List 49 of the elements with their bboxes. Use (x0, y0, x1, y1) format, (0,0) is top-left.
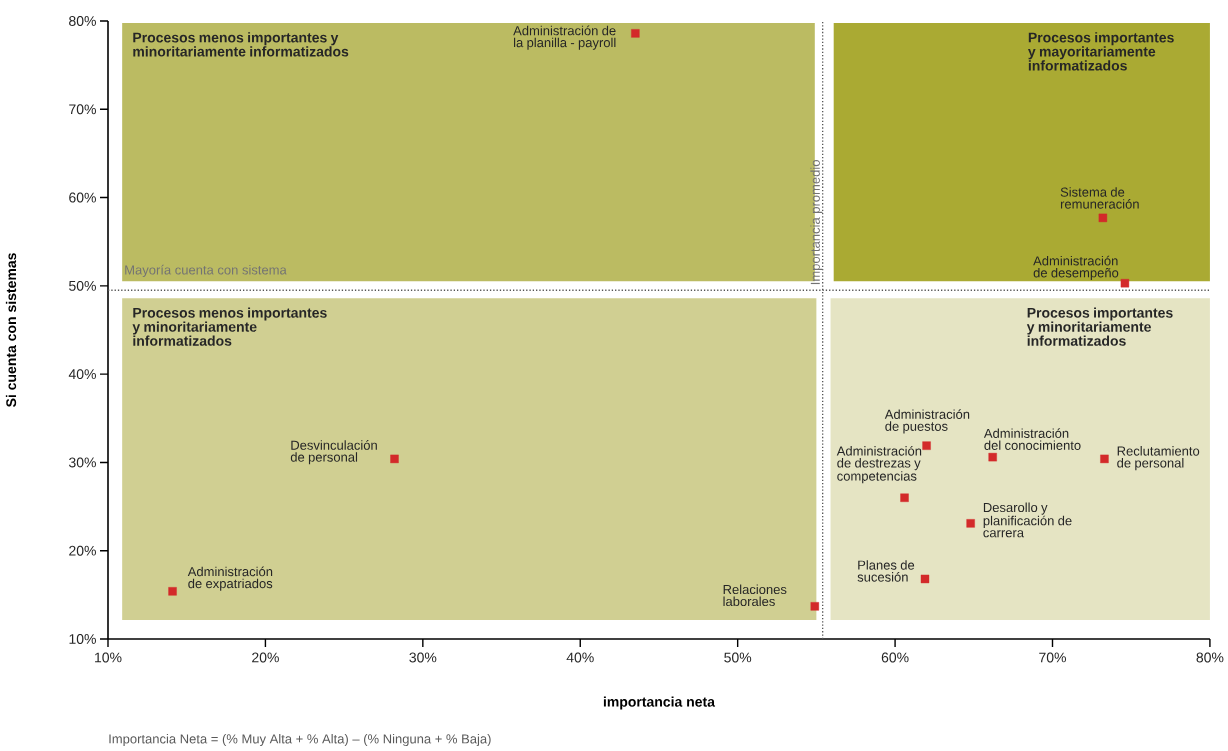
y-tick-label: 70% (69, 104, 96, 115)
annotation: Desvinculación de personal (290, 440, 377, 465)
y-tick-label: 80% (69, 16, 96, 26)
band-label: Procesos menos importantes y minoritariamente informatizados (132, 307, 327, 346)
annotation: Administración de la planilla - payroll (513, 25, 616, 50)
y-tick-label: 50% (69, 280, 96, 291)
annotation: Desarollo y planificación de carrera (983, 502, 1072, 538)
annotation: Sistema de remuneración (1060, 187, 1139, 209)
x-tick-label: 10% (95, 652, 122, 663)
point (1098, 213, 1108, 223)
point (988, 452, 997, 462)
point (631, 29, 640, 38)
annotation: Administración de destrezas y competencias (836, 445, 922, 484)
point (168, 587, 177, 596)
point (390, 454, 399, 464)
point (920, 574, 930, 584)
point (922, 441, 931, 450)
text: Importancia Neta = (% Muy Alta + % Alta) – (% Ninguna + % Baja) (109, 733, 491, 747)
point (810, 602, 819, 611)
x-tick-label: 80% (1196, 652, 1224, 663)
x-tick-label: 70% (1039, 652, 1067, 663)
annotation: Planes de sucesión (857, 560, 915, 582)
point (1100, 454, 1109, 464)
annotation: Administración de expatriados (187, 566, 273, 591)
x-tick-label: 30% (409, 652, 437, 663)
ref-line-label: Mayoría cuenta con sistema (125, 264, 287, 278)
annotation: Relaciones laborales (723, 584, 787, 607)
y-tick-label: 40% (68, 369, 96, 380)
band-label: Procesos importantes y mayoritariamente informatizados (1028, 32, 1174, 71)
y-tick-label: 10% (69, 634, 96, 644)
x-tick-label: 60% (881, 652, 909, 663)
x-axis-title: importancia neta (603, 696, 716, 710)
band-label: Procesos importantes y minoritariamente informatizados (1026, 307, 1173, 346)
ref-line-label: Importancia promedio (810, 160, 823, 285)
annotation: Reclutamiento de personal (1117, 446, 1200, 471)
annotation: Administración de desempeño (1033, 255, 1119, 281)
y-axis-title: Si cuenta con sistemas (5, 253, 17, 408)
x-tick-label: 20% (252, 652, 279, 663)
x-tick-label: 50% (724, 652, 752, 663)
band-label: Procesos menos importantes y minoritariamente informatizados (133, 32, 349, 57)
annotation: Administración de puestos (884, 409, 970, 434)
point (1120, 279, 1130, 288)
annotation: Administración del conocimiento (983, 428, 1081, 450)
x-tick-label: 40% (566, 652, 594, 663)
y-tick-label: 30% (68, 457, 96, 468)
y-tick-label: 60% (69, 192, 96, 203)
point (900, 493, 909, 502)
point (966, 519, 975, 528)
y-tick-label: 20% (69, 545, 96, 556)
